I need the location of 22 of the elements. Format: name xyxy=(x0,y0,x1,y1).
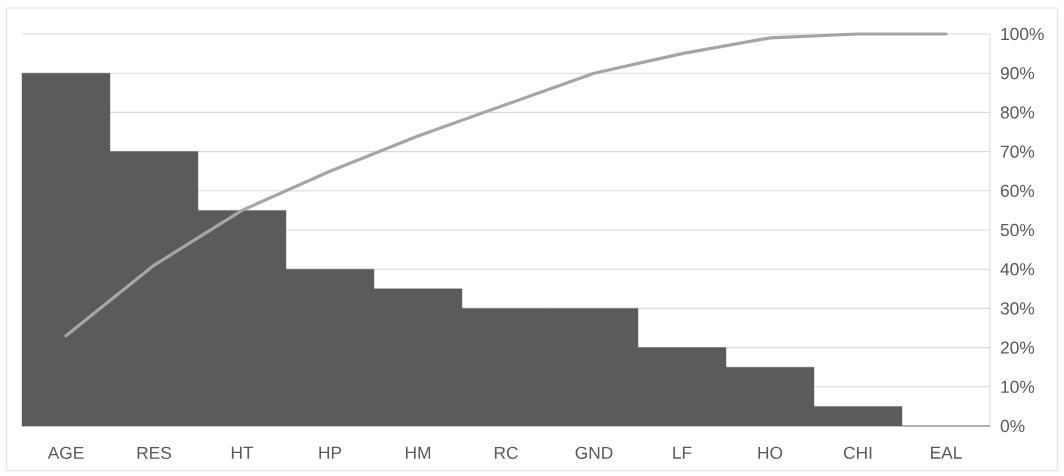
y-tick-label: 40% xyxy=(1000,263,1035,276)
y-tick-label: 70% xyxy=(1000,145,1035,158)
x-tick-label: RES xyxy=(137,446,172,459)
y-tick-label: 0% xyxy=(1000,419,1025,433)
y-tick-label: 50% xyxy=(1000,223,1035,237)
y-tick-label: 100% xyxy=(1001,27,1044,41)
y-tick-label: 80% xyxy=(1000,106,1035,119)
y-tick-label: 90% xyxy=(1000,67,1035,80)
x-tick-label: HO xyxy=(758,446,783,459)
y-tick-label: 30% xyxy=(1000,302,1035,315)
y-tick-label: 60% xyxy=(1000,184,1035,197)
y-tick-label: 20% xyxy=(1000,341,1035,354)
x-tick-label: HM xyxy=(405,446,431,459)
x-tick-label: LF xyxy=(673,446,692,459)
x-tick-label: HP xyxy=(319,446,342,459)
y-tick-label: 10% xyxy=(1001,380,1035,393)
x-tick-label: EAL xyxy=(931,446,962,459)
x-tick-label: CHI xyxy=(843,446,872,459)
x-tick-label: HT xyxy=(231,446,254,459)
x-tick-label: AGE xyxy=(47,446,84,459)
x-tick-label: GND xyxy=(575,446,613,459)
x-tick-label: RC xyxy=(494,446,518,459)
